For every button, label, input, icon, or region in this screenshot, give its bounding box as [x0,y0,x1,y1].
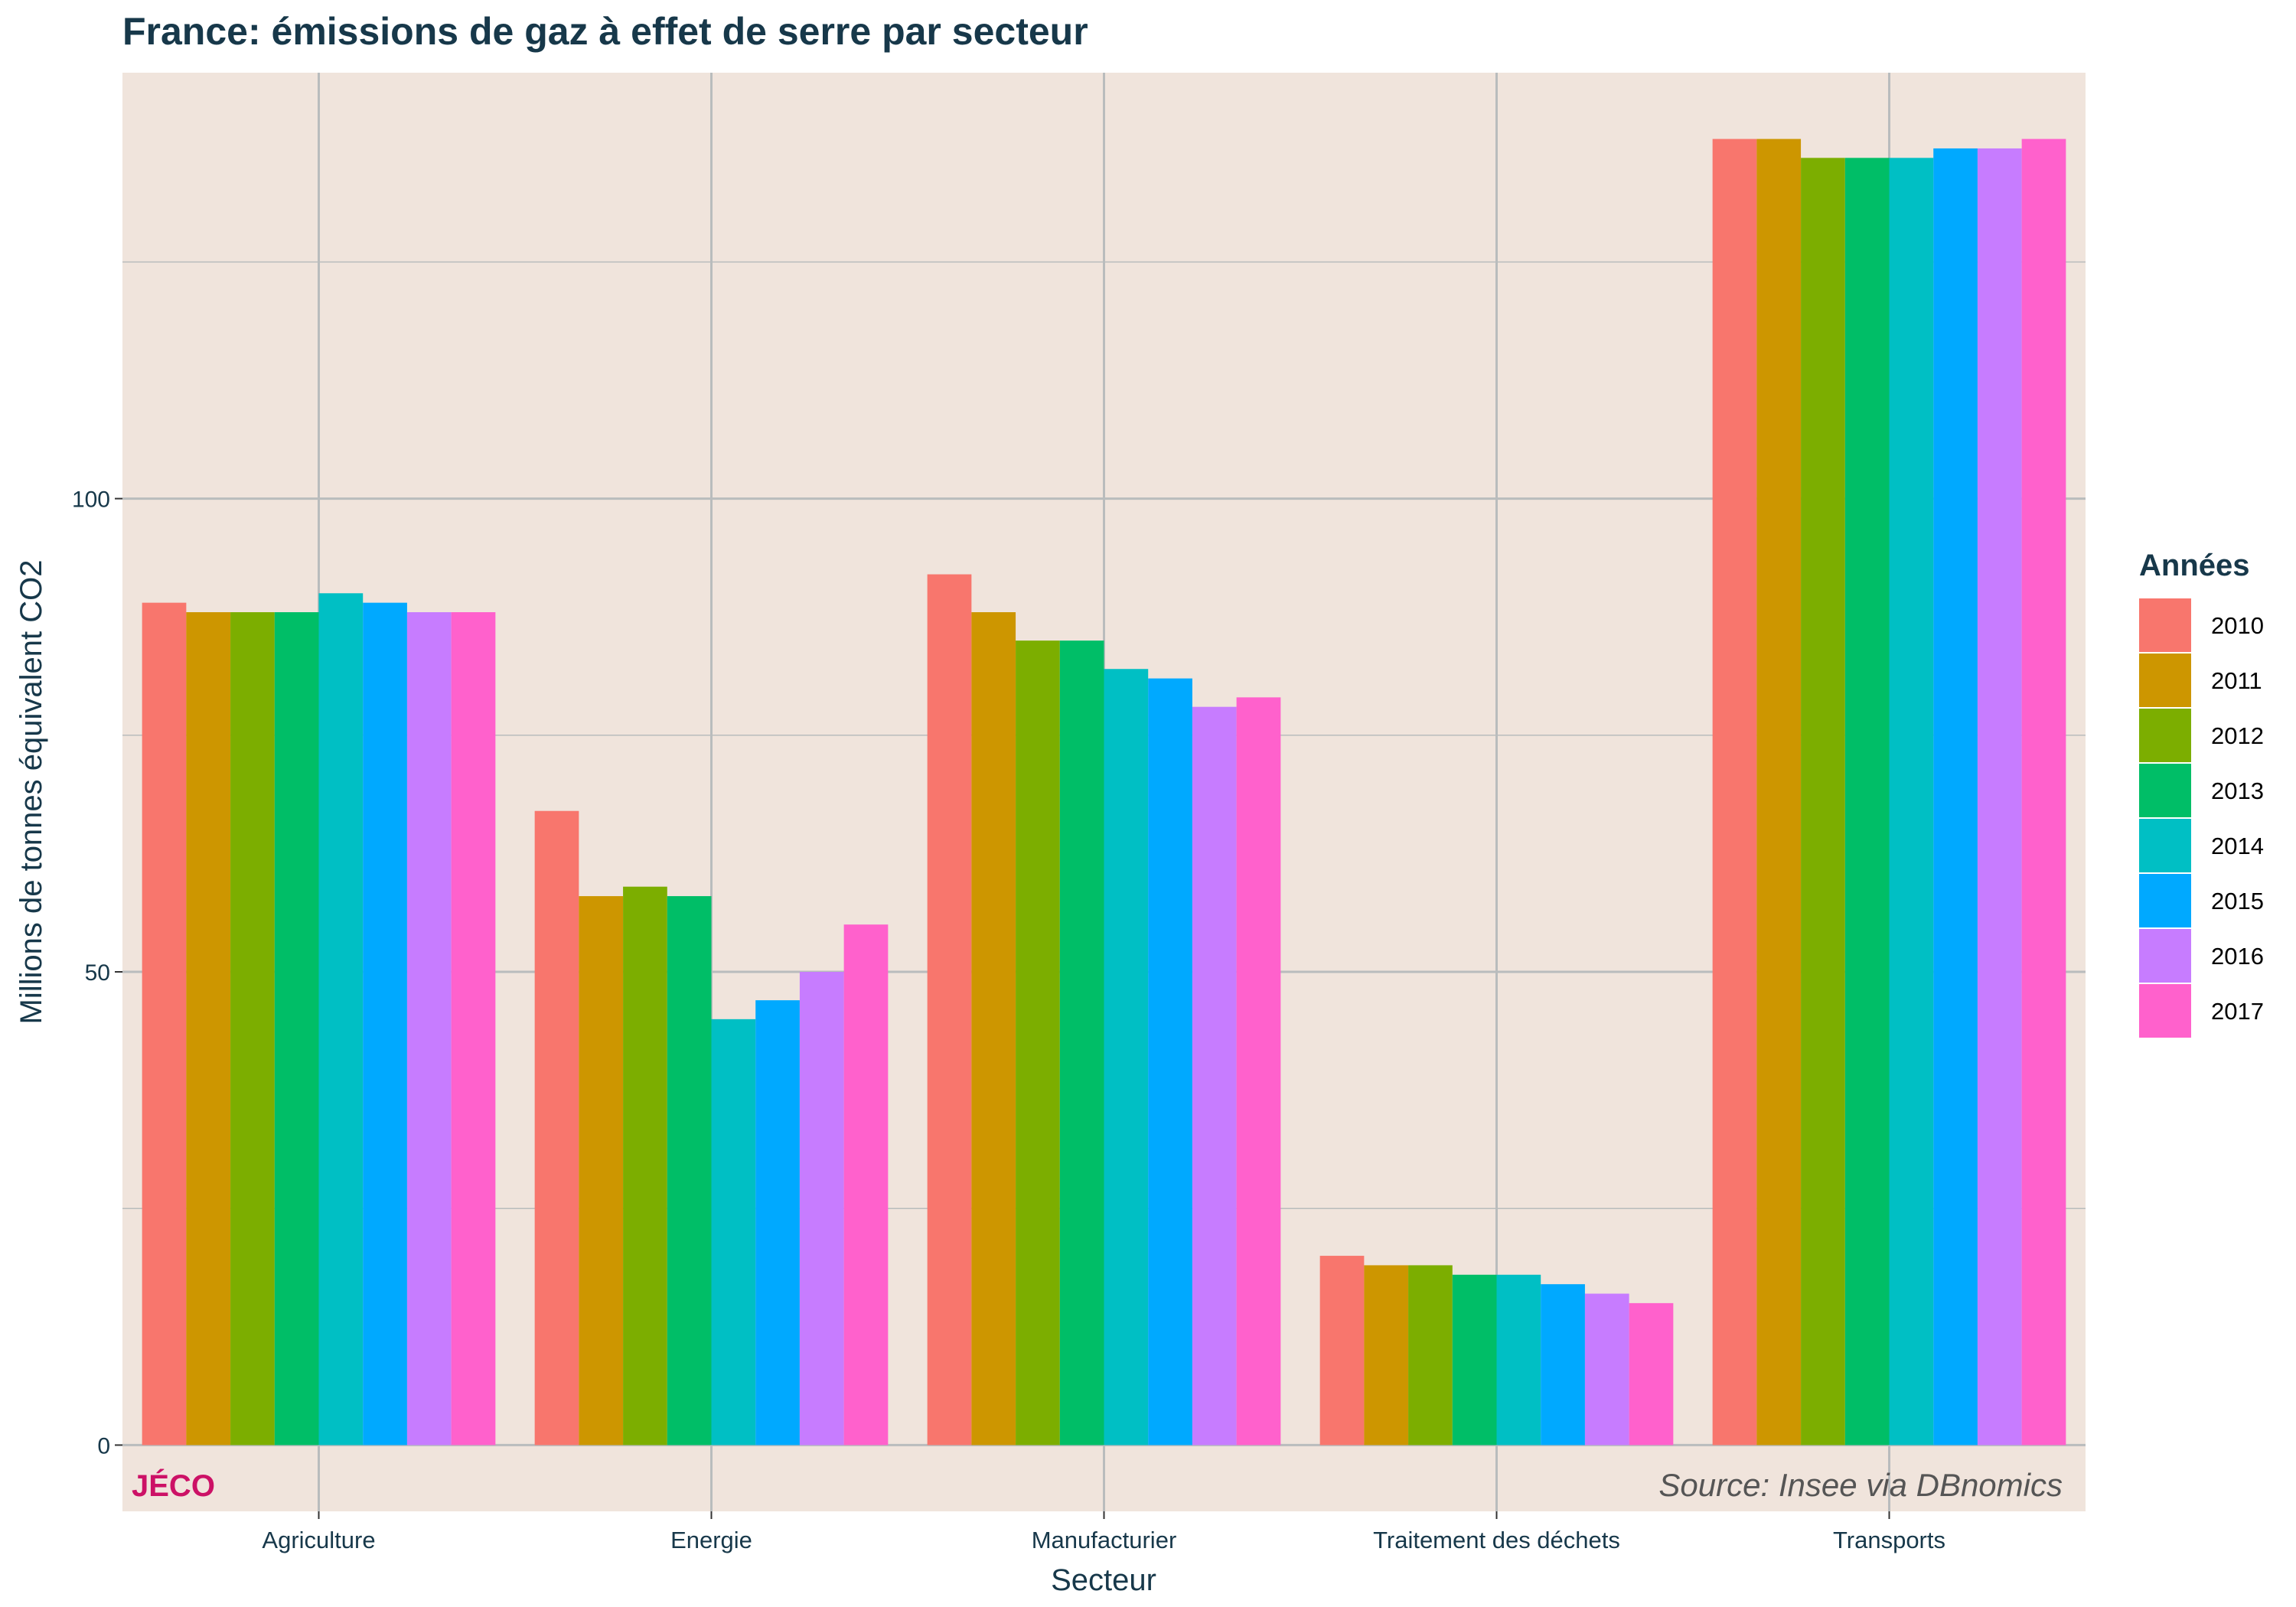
legend-key-2014 [2139,819,2191,872]
bar-2015 [1933,148,1978,1446]
legend-title: Années [2139,549,2250,582]
bar-2011 [186,612,231,1446]
bar-2012 [1801,158,1845,1446]
bar-2014 [1889,158,1934,1446]
bar-2016 [406,612,452,1446]
bar-2011 [1756,139,1802,1446]
source-note: Source: Insee via DBnomics [1658,1467,2063,1503]
x-axis-title: Secteur [1051,1563,1156,1597]
x-tick-label: Manufacturier [1032,1527,1177,1553]
bar-2017 [1236,697,1281,1446]
legend-label: 2012 [2211,722,2264,749]
x-tick-label: Traitement des déchets [1373,1527,1620,1553]
bar-2016 [799,972,844,1446]
bar-2011 [971,612,1016,1446]
legend: Années 2010 2011 2012 2013 2014 2015 2016 2017 [2139,549,2264,1038]
legend-label: 2016 [2211,943,2264,970]
legend-label: 2013 [2211,777,2264,804]
bar-2016 [1192,706,1237,1446]
legend-key-2017 [2139,984,2191,1038]
chart-title: France: émissions de gaz à effet de serr… [122,10,1088,53]
legend-label: 2010 [2211,612,2264,639]
legend-label: 2011 [2211,667,2262,694]
legend-key-2010 [2139,598,2191,652]
bar-2010 [142,602,187,1446]
bar-2011 [1364,1265,1409,1446]
bar-2013 [274,612,319,1446]
bar-2010 [534,810,579,1446]
bar-2010 [927,574,972,1446]
bar-2017 [1629,1302,1674,1446]
bar-2011 [579,896,624,1446]
bar-2013 [1059,641,1104,1446]
legend-key-2011 [2139,654,2191,707]
bar-2014 [1104,669,1149,1446]
bar-2012 [230,612,275,1446]
legend-label: 2014 [2211,833,2264,859]
bar-2014 [711,1019,756,1446]
x-axis: Agriculture Energie Manufacturier Traitemen… [262,1511,1945,1553]
legend-label: 2015 [2211,888,2264,914]
bar-2015 [1148,678,1192,1446]
bar-2013 [1844,158,1890,1446]
bar-2010 [1712,139,1757,1446]
bar-2010 [1319,1256,1365,1446]
legend-label: 2017 [2211,998,2264,1025]
bar-2014 [1496,1274,1541,1446]
legend-key-2015 [2139,874,2191,927]
x-tick-label: Energie [670,1527,752,1553]
bar-2016 [1584,1293,1629,1446]
bar-2014 [318,593,364,1446]
y-tick-label: 0 [97,1433,110,1459]
y-axis: 0 50 100 [72,487,122,1459]
bar-2017 [843,924,889,1446]
bar-2013 [667,896,712,1446]
bar-2012 [1016,641,1060,1446]
bar-2015 [755,1000,800,1446]
bar-2012 [1408,1265,1453,1446]
y-tick-label: 50 [85,960,110,986]
bar-2017 [2021,139,2066,1446]
bar-2016 [1977,148,2022,1446]
x-tick-label: Agriculture [262,1527,375,1553]
bars [142,139,2066,1446]
legend-key-2012 [2139,709,2191,762]
bar-2017 [451,612,496,1446]
y-tick-label: 100 [72,487,110,513]
bar-2012 [623,886,667,1446]
bar-2015 [363,602,407,1446]
x-tick-label: Transports [1833,1527,1945,1553]
bar-2015 [1541,1284,1585,1446]
bar-2013 [1452,1274,1497,1446]
watermark-jeco: JÉCO [132,1468,215,1503]
legend-key-2013 [2139,764,2191,817]
y-axis-title: Millions de tonnes équivalent CO2 [15,559,48,1024]
legend-key-2016 [2139,929,2191,983]
